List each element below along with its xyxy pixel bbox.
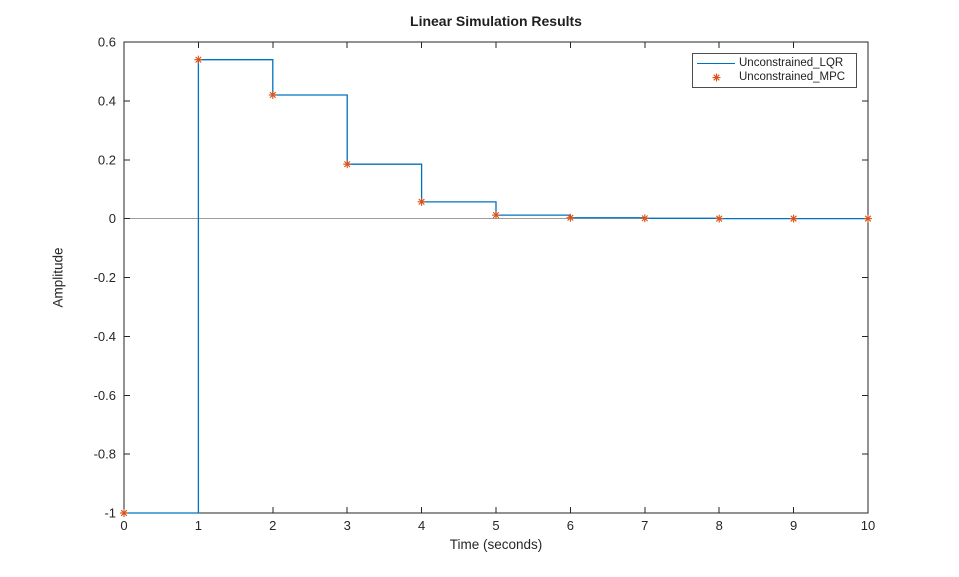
x-tick-label: 6 <box>567 518 574 533</box>
mpc-marker <box>640 214 649 223</box>
legend-label-lqr: Unconstrained_LQR <box>739 57 844 69</box>
marker-stroke <box>864 215 872 222</box>
x-tick-label: 10 <box>861 518 875 533</box>
marker-stroke <box>120 509 128 517</box>
y-tick-label: -0.8 <box>94 447 116 462</box>
axes-box <box>123 41 869 514</box>
asterisk-marker-icon <box>712 73 720 81</box>
mpc-marker <box>789 214 798 223</box>
marker-stroke <box>567 214 574 221</box>
legend-label-mpc: Unconstrained_MPC <box>739 71 846 83</box>
plot-title: Linear Simulation Results <box>410 13 582 29</box>
mpc-marker <box>715 214 724 223</box>
marker-stroke <box>269 91 276 99</box>
y-axis-label: Amplitude <box>50 247 66 308</box>
legend-item-lqr: Unconstrained_LQR <box>693 56 856 70</box>
x-tick-label: 0 <box>120 518 127 533</box>
mpc-marker <box>492 211 500 220</box>
y-tick-label: -0.6 <box>94 388 116 403</box>
mpc-marker <box>343 160 352 169</box>
marker-stroke <box>195 56 202 63</box>
marker-stroke <box>716 215 723 222</box>
y-tick-label: -0.2 <box>94 270 116 285</box>
x-tick-label: 4 <box>418 518 425 533</box>
y-tick-label: -0.4 <box>94 329 116 344</box>
marker-stroke <box>790 215 797 222</box>
mpc-marker <box>417 197 426 206</box>
mpc-marker <box>120 509 128 517</box>
x-tick-label: 3 <box>344 518 351 533</box>
marker-stroke <box>492 211 500 219</box>
x-tick-label: 8 <box>716 518 723 533</box>
x-tick-label: 7 <box>641 518 648 533</box>
y-tick-label: 0.6 <box>98 35 116 50</box>
x-tick-label: 9 <box>790 518 797 533</box>
legend-item-mpc: Unconstrained_MPC <box>693 70 856 84</box>
y-tick-label: 0.2 <box>98 152 116 167</box>
x-tick-label: 2 <box>269 518 276 533</box>
mpc-marker <box>268 90 277 99</box>
x-axis-label: Time (seconds) <box>449 537 543 552</box>
mpc-marker-sample <box>693 72 739 83</box>
marker-stroke <box>344 160 351 168</box>
lqr-staircase-line <box>124 59 868 514</box>
legend[interactable]: Unconstrained_LQR Unconstrained_MPC <box>692 53 857 88</box>
lqr-line-sample <box>693 62 739 64</box>
y-tick-label: 0 <box>109 211 116 226</box>
line-sample-icon <box>697 62 735 64</box>
y-tick-label: -1 <box>104 506 116 521</box>
marker-stroke <box>418 198 425 206</box>
x-tick-label: 5 <box>492 518 499 533</box>
y-tick-label: 0.4 <box>98 93 116 108</box>
mpc-marker <box>864 214 872 223</box>
x-tick-label: 1 <box>195 518 202 533</box>
mpc-marker <box>566 213 575 222</box>
mpc-marker <box>194 55 203 64</box>
marker-stroke <box>641 215 648 222</box>
